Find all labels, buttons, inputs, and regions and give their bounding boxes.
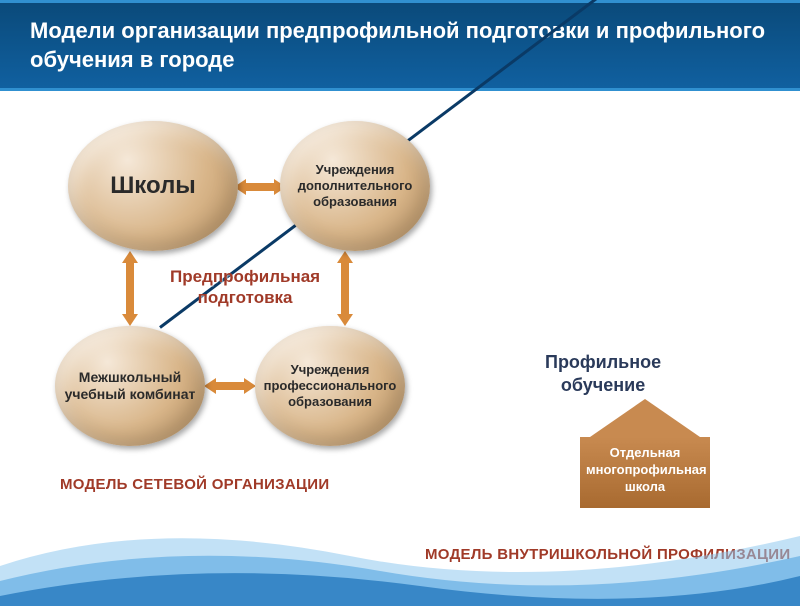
arrow-head-icon bbox=[590, 399, 700, 437]
node-label: Учреждения дополнительного образования bbox=[288, 162, 422, 211]
big-arrow-multiprofile-school: Отдельная многопрофильная школа bbox=[580, 399, 710, 508]
node-interschool-combine: Межшкольный учебный комбинат bbox=[55, 326, 205, 446]
node-schools: Школы bbox=[68, 121, 238, 251]
node-label: Учреждения профессионального образования bbox=[263, 362, 397, 411]
slide-header: Модели организации предпрофильной подгот… bbox=[0, 0, 800, 91]
node-label: Школы bbox=[110, 171, 196, 201]
label-network-model: МОДЕЛЬ СЕТЕВОЙ ОРГАНИЗАЦИИ bbox=[60, 476, 329, 495]
big-arrow-body: Отдельная многопрофильная школа bbox=[580, 437, 710, 508]
big-arrow-line2: многопрофильная bbox=[586, 462, 704, 479]
node-professional-education: Учреждения профессионального образования bbox=[255, 326, 405, 446]
node-additional-education: Учреждения дополнительного образования bbox=[280, 121, 430, 251]
node-label: Межшкольный учебный комбинат bbox=[61, 369, 199, 404]
arrow-right-vertical bbox=[337, 251, 353, 326]
arrow-bottom-horizontal bbox=[204, 378, 256, 394]
center-line2: подготовка bbox=[170, 287, 320, 308]
label-preprofile-training: Предпрофильная подготовка bbox=[170, 266, 320, 309]
right-line2: обучение bbox=[545, 374, 661, 397]
slide-title: Модели организации предпрофильной подгот… bbox=[30, 17, 770, 74]
center-line1: Предпрофильная bbox=[170, 266, 320, 287]
big-arrow-line3: школа bbox=[586, 479, 704, 496]
label-profile-education: Профильное обучение bbox=[545, 351, 661, 396]
right-line1: Профильное bbox=[545, 351, 661, 374]
arrow-left-vertical bbox=[122, 251, 138, 326]
arrow-top-horizontal bbox=[234, 179, 286, 195]
diagram-canvas: Школы Учреждения дополнительного образов… bbox=[0, 91, 800, 606]
label-internal-model: МОДЕЛЬ ВНУТРИШКОЛЬНОЙ ПРОФИЛИЗАЦИИ bbox=[425, 546, 790, 565]
big-arrow-line1: Отдельная bbox=[586, 445, 704, 462]
